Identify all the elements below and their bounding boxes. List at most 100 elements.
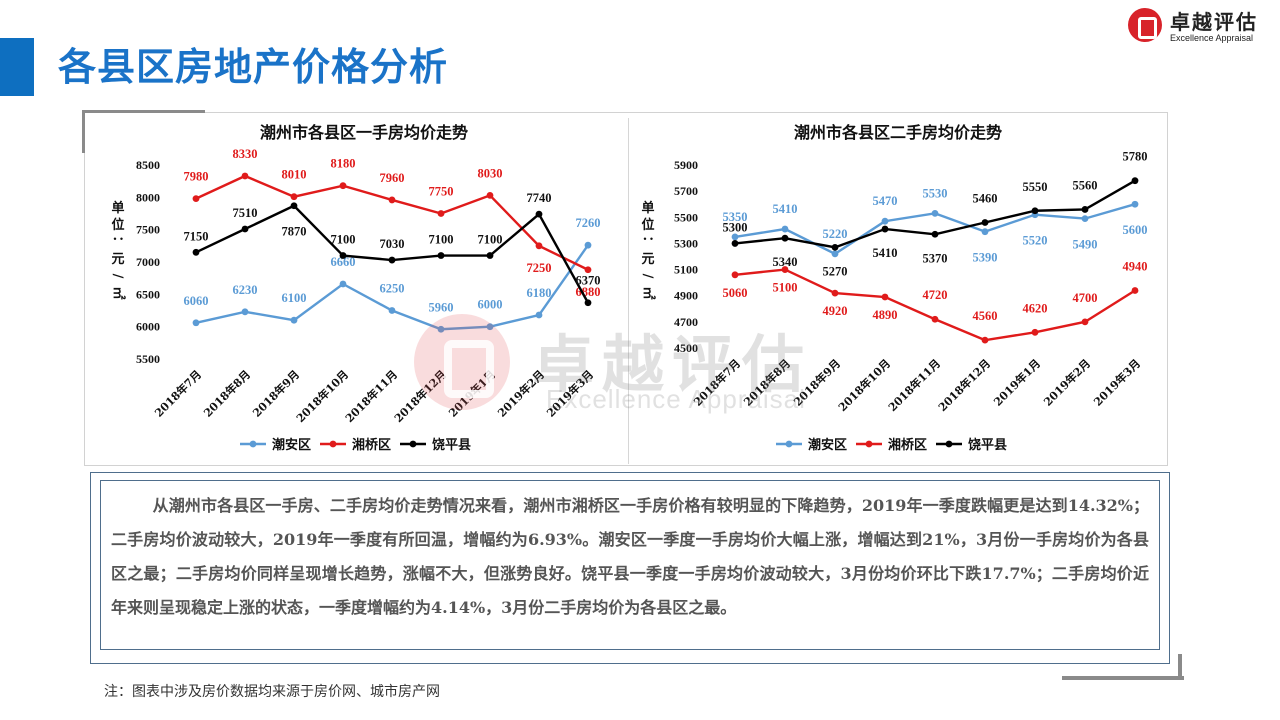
chart2-data-point (931, 315, 939, 323)
chart1-data-label: 6880 (576, 285, 601, 299)
chart1-y-tick-label: 5500 (136, 352, 160, 366)
chart2-data-point (981, 219, 989, 226)
chart2-data-label: 5600 (1123, 223, 1148, 237)
chart2-y-tick-label: 4700 (674, 315, 698, 329)
chart2-data-label: 5350 (723, 210, 748, 224)
chart1-data-point (388, 196, 396, 204)
chart1-ylabel-char: ： (110, 235, 125, 248)
chart2-data-point (1131, 200, 1139, 208)
chart1-data-point (192, 248, 200, 256)
chart2-y-tick-label: 5100 (674, 263, 698, 277)
chart2-data-point (1081, 215, 1089, 222)
chart1-y-tick-label: 7500 (136, 223, 160, 237)
chart2-ylabel-char: ㎡ (640, 286, 656, 299)
chart1-data-point (339, 252, 347, 259)
chart2-x-tick-label: 2018年11月 (885, 356, 943, 414)
analysis-frame-outer (90, 472, 1170, 664)
chart2-data-point (1081, 206, 1089, 213)
company-logo: 卓越评估 Excellence Appraisal (1128, 6, 1278, 46)
chart1-title: 潮州市各县区一手房均价走势 (260, 123, 468, 142)
chart1-data-label: 7100 (331, 233, 356, 247)
chart2-data-point (1031, 207, 1039, 215)
chart1-legend-marker (249, 440, 257, 448)
chart1-data-label: 8010 (282, 168, 307, 182)
chart2-data-point (881, 217, 889, 225)
chart1-ylabel-char: 位 (111, 217, 124, 233)
chart1-data-point (486, 191, 494, 199)
chart1-ylabel-char: / (110, 274, 125, 279)
chart2-data-point (1131, 287, 1139, 294)
chart2-data-point (831, 250, 839, 258)
chart1-data-label: 6370 (576, 274, 601, 288)
chart2-y-tick-label: 5900 (674, 158, 698, 172)
chart1-x-tick-label: 2019年3月 (544, 367, 597, 420)
chart1-data-point (388, 256, 396, 264)
chart2-ylabel-char: 位 (641, 217, 654, 233)
chart1-data-label: 6000 (478, 298, 503, 312)
chart1-data-point (339, 182, 347, 190)
chart2-data-label: 5060 (723, 286, 748, 300)
chart1-y-tick-label: 8000 (136, 190, 160, 204)
chart1-data-label: 6250 (380, 282, 405, 296)
chart1-data-label: 7980 (184, 170, 209, 184)
chart2-data-label: 5530 (923, 186, 948, 200)
chart2-data-label: 4940 (1123, 259, 1148, 273)
chart2-y-tick-label: 5500 (674, 210, 698, 224)
chart1-y-tick-label: 8500 (136, 158, 160, 172)
chart1-data-label: 6180 (527, 286, 552, 300)
chart1-legend-marker (409, 440, 417, 448)
chart1-data-label: 7100 (478, 233, 503, 247)
chart2-data-label: 5220 (823, 227, 848, 241)
chart1-data-label: 7750 (429, 185, 454, 199)
chart1-legend-marker (329, 440, 337, 448)
source-note: 注：图表中涉及房价数据均来源于房价网、城市房产网 (104, 684, 440, 700)
logo-name: 卓越评估 (1170, 10, 1258, 34)
chart2-ylabel-char: / (640, 274, 655, 279)
chart1-data-label: 8030 (478, 166, 503, 180)
chart1-data-label: 8330 (233, 147, 258, 161)
chart1-data-point (535, 242, 543, 250)
chart1-data-point (192, 195, 200, 203)
chart2-x-tick-label: 2018年8月 (741, 356, 794, 409)
chart1-data-label: 7740 (527, 191, 552, 205)
chart2-data-point (881, 225, 889, 233)
chart2-data-point (931, 230, 939, 238)
chart1-data-point (241, 225, 249, 233)
title-accent-bar (0, 38, 34, 96)
chart1-data-point (486, 323, 494, 331)
chart1-data-point (437, 252, 445, 259)
chart2-data-point (781, 234, 789, 242)
chart1-data-point (437, 325, 445, 333)
chart2-data-label: 5550 (1023, 180, 1048, 194)
chart2-data-label: 5340 (773, 255, 798, 269)
chart1-data-point (437, 210, 445, 217)
chart1-x-tick-label: 2018年12月 (391, 367, 449, 425)
chart1-x-tick-label: 2019年2月 (495, 367, 548, 420)
analysis-box: 从潮州市各县区一手房、二手房均价走势情况来看，潮州市湘桥区一手房价格有较明显的下… (100, 480, 1160, 650)
chart2-data-point (731, 233, 739, 241)
chart2-data-label: 4620 (1023, 301, 1048, 315)
chart1-data-point (241, 308, 249, 316)
chart2-data-label: 5470 (873, 194, 898, 208)
chart2-data-point (1131, 177, 1139, 185)
chart1-ylabel-char: 单 (111, 200, 124, 216)
chart2-data-point (981, 228, 989, 236)
chart2-data-point (831, 243, 839, 251)
chart1-data-label: 6100 (282, 291, 307, 305)
logo-english-name: Excellence Appraisal (1170, 33, 1254, 43)
chart1-y-tick-label: 6000 (136, 320, 160, 334)
chart2-data-label: 5560 (1073, 178, 1098, 192)
chart1-x-tick-label: 2018年7月 (152, 367, 205, 420)
chart1-data-point (290, 202, 298, 210)
chart2-ylabel-char: ： (640, 235, 655, 248)
chart2-data-point (781, 266, 789, 273)
chart2-legend-marker (945, 440, 953, 448)
charts-divider (628, 118, 629, 464)
chart1-data-point (339, 280, 347, 288)
chart1-data-point (290, 316, 298, 324)
chart1-data-label: 6230 (233, 283, 258, 297)
chart2-data-label: 5490 (1073, 238, 1098, 252)
chart2-data-label: 5460 (973, 192, 998, 206)
chart1-legend-label: 湘桥区 (352, 437, 391, 453)
chart1-data-label: 7960 (380, 171, 405, 185)
